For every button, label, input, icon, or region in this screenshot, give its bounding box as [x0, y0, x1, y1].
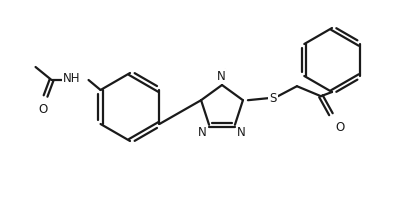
- Text: S: S: [269, 92, 276, 105]
- Text: N: N: [237, 126, 246, 139]
- Text: NH: NH: [63, 72, 81, 86]
- Text: N: N: [198, 126, 207, 139]
- Text: N: N: [216, 70, 226, 83]
- Text: O: O: [38, 103, 47, 116]
- Text: O: O: [335, 121, 344, 134]
